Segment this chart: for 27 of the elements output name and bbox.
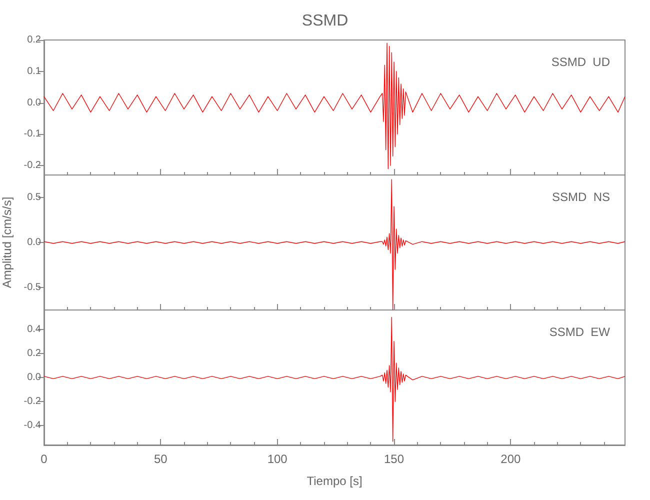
y-tick-label: 0.0 — [27, 97, 42, 108]
y-tick-label: 0.5 — [27, 192, 42, 203]
y-axis-title: Amplitud [cm/s/s] — [0, 196, 14, 288]
x-tick-label: 100 — [267, 452, 288, 466]
chart-title: SSMD — [302, 12, 348, 30]
y-tick-label: 0.1 — [27, 66, 42, 77]
x-tick-label: 0 — [40, 452, 48, 466]
annotation: SSMD EW — [549, 325, 611, 339]
y-tick-label: 0.0 — [27, 237, 42, 248]
y-tick-label: -0.4 — [24, 420, 42, 432]
y-tick-label: 0.2 — [27, 34, 42, 46]
y-tick-label: 0.0 — [27, 372, 42, 383]
y-tick-label: 0.4 — [27, 324, 42, 335]
x-tick-label: 200 — [500, 452, 521, 466]
y-tick-label: -0.5 — [24, 282, 42, 293]
y-tick-label: -0.1 — [24, 128, 42, 140]
annotation: SSMD NS — [552, 190, 610, 204]
line-series — [44, 179, 626, 310]
annotation: SSMD UD — [551, 55, 610, 69]
y-tick-label: -0.2 — [24, 396, 42, 408]
y-tick-label: -0.2 — [24, 160, 42, 172]
x-axis-title: Tiempo [s] — [306, 474, 362, 488]
line-series — [44, 316, 626, 442]
x-tick-label: 50 — [154, 452, 168, 466]
x-tick-label: 150 — [384, 452, 404, 466]
y-tick-label: 0.2 — [27, 348, 42, 359]
line-series — [44, 42, 626, 170]
